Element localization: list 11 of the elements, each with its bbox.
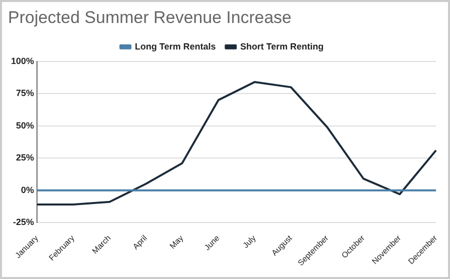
x-tick-label: May	[168, 234, 186, 251]
legend-label: Long Term Rentals	[134, 41, 216, 52]
y-tick-label: 100%	[10, 56, 34, 66]
legend-label: Short Term Renting	[240, 41, 324, 52]
x-tick-label: July	[241, 234, 258, 250]
y-tick-label: 0%	[21, 184, 34, 195]
y-tick-label: 25%	[16, 152, 34, 163]
y-tick-label: -25%	[13, 217, 34, 228]
y-tick-label: 75%	[16, 88, 34, 98]
chart-title: Projected Summer Revenue Increase	[8, 8, 292, 27]
y-tick-label: 50%	[16, 120, 34, 130]
